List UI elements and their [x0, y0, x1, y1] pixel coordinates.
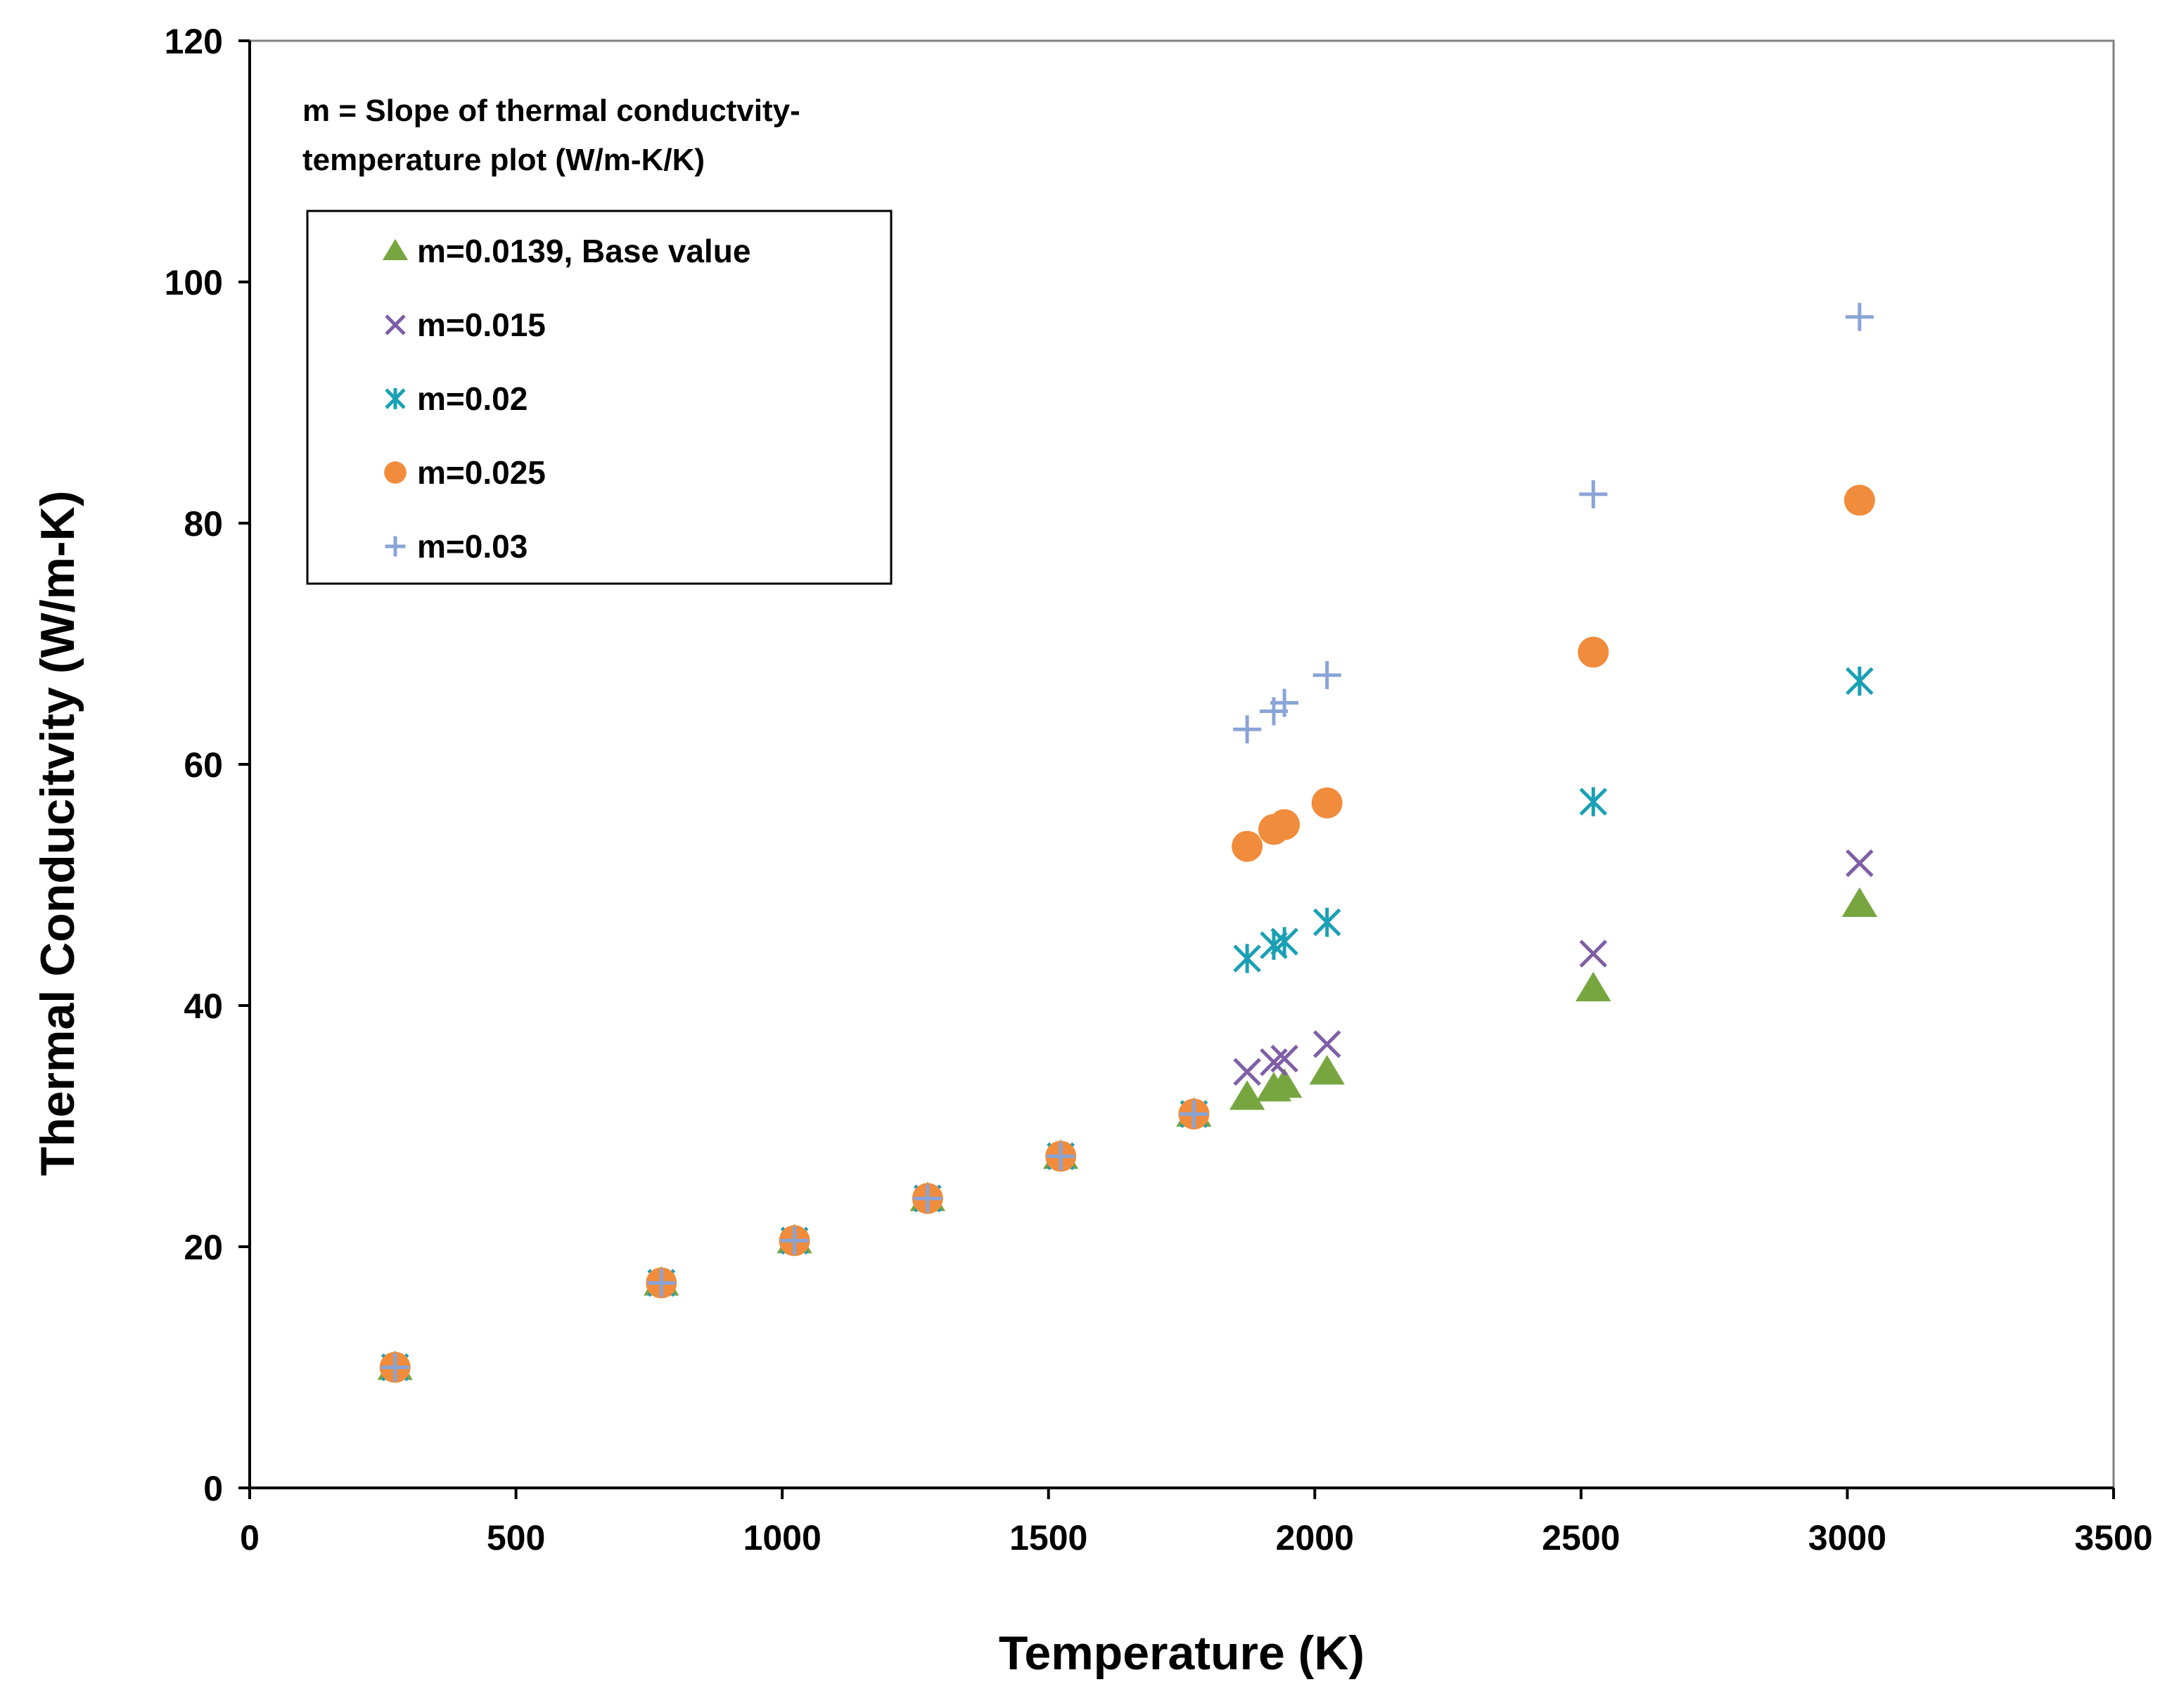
- data-point-series-3: [1260, 930, 1288, 960]
- y-tick-label: 20: [184, 1228, 223, 1267]
- legend: m=0.0139, Base value m=0.015 m=0.02 m=0.025…: [382, 233, 750, 565]
- data-point-series-5: [1180, 1100, 1208, 1129]
- y-tick-label: 40: [184, 987, 223, 1026]
- x-tick-label: 1000: [743, 1518, 822, 1558]
- data-point-series-4: [1232, 830, 1263, 862]
- data-point-series-2: [1270, 1044, 1298, 1073]
- data-point-series-5: [1233, 715, 1262, 744]
- y-axis-ticks: 0 20 40 60 80 100 120: [165, 22, 250, 1508]
- y-tick-label: 100: [165, 263, 223, 302]
- data-point-series-5: [1270, 688, 1299, 717]
- data-point-series-1: [1309, 1055, 1345, 1085]
- data-point-series-5: [647, 1269, 676, 1297]
- data-point-series-4: [1843, 484, 1875, 516]
- legend-marker: [385, 536, 406, 557]
- data-point-series-5: [1579, 480, 1608, 508]
- data-point-series-1: [1841, 887, 1878, 917]
- data-point-series-3: [1270, 927, 1298, 956]
- data-point-series-5: [1845, 302, 1874, 331]
- legend-label: m=0.0139, Base value: [417, 233, 750, 269]
- data-point-series-2: [1846, 849, 1874, 878]
- data-point-series-4: [1311, 787, 1343, 818]
- data-point-series-2: [1579, 939, 1608, 968]
- data-point-series-5: [780, 1226, 809, 1255]
- data-point-series-3: [1312, 907, 1341, 937]
- data-point-series-2: [1233, 1058, 1261, 1086]
- legend-marker: [385, 388, 406, 409]
- y-axis-title: Thermal Conducitvity (W/m-K): [31, 491, 84, 1176]
- x-axis-ticks: 0 500 1000 1500 2000 2500 3000 3500: [240, 1488, 2153, 1558]
- data-point-series-5: [913, 1184, 942, 1213]
- data-point-series-4: [1578, 636, 1609, 668]
- x-tick-label: 500: [487, 1518, 545, 1558]
- y-tick-label: 60: [184, 745, 223, 785]
- legend-marker: [385, 314, 406, 335]
- y-tick-label: 0: [203, 1469, 223, 1508]
- legend-label: m=0.025: [417, 454, 546, 491]
- legend-marker: [382, 238, 409, 260]
- legend-marker: [384, 461, 407, 484]
- x-axis-title: Temperature (K): [999, 1626, 1365, 1680]
- data-point-series-5: [381, 1353, 409, 1382]
- data-point-series-5: [1312, 661, 1341, 690]
- data-point-series-2: [1260, 1048, 1288, 1077]
- data-point-series-5: [1047, 1142, 1075, 1171]
- slope-note-line-2: temperature plot (W/m-K/K): [302, 143, 705, 177]
- data-point-series-3: [1233, 944, 1261, 973]
- x-tick-label: 1500: [1009, 1518, 1087, 1558]
- data-point-series-1: [1576, 971, 1611, 1001]
- data-point-series-1: [1229, 1080, 1265, 1110]
- data-point-series-4: [1269, 809, 1301, 840]
- x-tick-label: 3000: [1808, 1518, 1886, 1558]
- data-point-series-1: [1266, 1068, 1303, 1098]
- slope-note-line-1: m = Slope of thermal conductvity-: [302, 94, 800, 128]
- y-tick-label: 80: [184, 504, 223, 544]
- legend-label: m=0.03: [417, 528, 528, 565]
- x-tick-label: 2000: [1276, 1518, 1354, 1558]
- data-points: [377, 302, 1878, 1383]
- legend-label: m=0.02: [417, 380, 528, 417]
- x-tick-label: 3500: [2074, 1518, 2152, 1558]
- legend-label: m=0.015: [417, 307, 546, 343]
- x-tick-label: 0: [240, 1518, 260, 1558]
- data-point-series-2: [1312, 1030, 1341, 1058]
- legend-box: [306, 210, 893, 585]
- data-point-series-3: [1846, 666, 1874, 696]
- y-tick-label: 120: [165, 22, 223, 61]
- data-point-series-3: [1579, 787, 1608, 816]
- x-tick-label: 2500: [1542, 1518, 1620, 1558]
